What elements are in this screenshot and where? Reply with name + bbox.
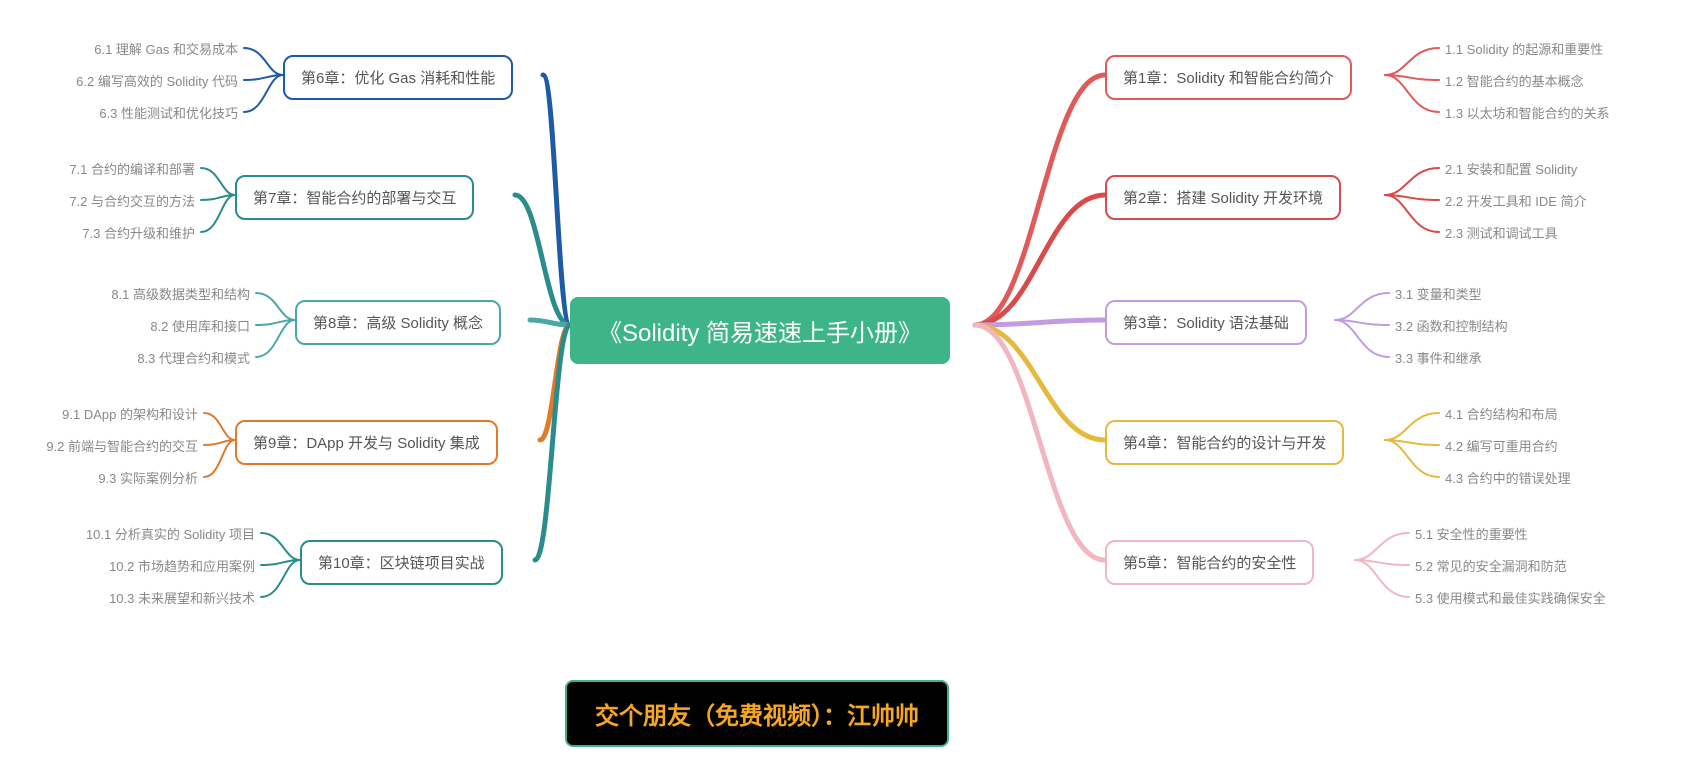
chapter-node-ch1[interactable]: 第1章：Solidity 和智能合约简介 — [1105, 55, 1352, 100]
sub-node-ch9-2[interactable]: 9.2 前端与智能合约的交互 — [38, 436, 198, 455]
chapter-node-ch5[interactable]: 第5章：智能合约的安全性 — [1105, 540, 1314, 585]
chapter-node-ch10[interactable]: 第10章：区块链项目实战 — [300, 540, 503, 585]
sub-node-ch4-3[interactable]: 4.3 合约中的错误处理 — [1445, 468, 1571, 487]
sub-node-ch8-2[interactable]: 8.2 使用库和接口 — [125, 316, 250, 335]
sub-node-ch8-3[interactable]: 8.3 代理合约和模式 — [113, 348, 250, 367]
sub-node-ch6-2[interactable]: 6.2 编写高效的 Solidity 代码 — [40, 71, 238, 90]
chapter-node-ch3[interactable]: 第3章：Solidity 语法基础 — [1105, 300, 1307, 345]
center-node: 《Solidity 简易速速上手小册》 — [570, 297, 950, 364]
chapter-node-ch7[interactable]: 第7章：智能合约的部署与交互 — [235, 175, 474, 220]
sub-node-ch10-1[interactable]: 10.1 分析真实的 Solidity 项目 — [70, 524, 255, 543]
sub-node-ch10-3[interactable]: 10.3 未来展望和新兴技术 — [96, 588, 255, 607]
sub-node-ch6-1[interactable]: 6.1 理解 Gas 和交易成本 — [58, 39, 238, 58]
sub-node-ch1-2[interactable]: 1.2 智能合约的基本概念 — [1445, 71, 1584, 90]
sub-node-ch5-1[interactable]: 5.1 安全性的重要性 — [1415, 524, 1528, 543]
chapter-node-ch8[interactable]: 第8章：高级 Solidity 概念 — [295, 300, 501, 345]
sub-node-ch1-1[interactable]: 1.1 Solidity 的起源和重要性 — [1445, 39, 1603, 58]
sub-node-ch5-2[interactable]: 5.2 常见的安全漏洞和防范 — [1415, 556, 1567, 575]
sub-node-ch8-1[interactable]: 8.1 高级数据类型和结构 — [95, 284, 250, 303]
sub-node-ch9-1[interactable]: 9.1 DApp 的架构和设计 — [48, 404, 198, 423]
sub-node-ch7-1[interactable]: 7.1 合约的编译和部署 — [55, 159, 195, 178]
chapter-node-ch6[interactable]: 第6章：优化 Gas 消耗和性能 — [283, 55, 513, 100]
sub-node-ch4-2[interactable]: 4.2 编写可重用合约 — [1445, 436, 1558, 455]
sub-node-ch7-3[interactable]: 7.3 合约升级和维护 — [68, 223, 195, 242]
sub-node-ch4-1[interactable]: 4.1 合约结构和布局 — [1445, 404, 1558, 423]
chapter-node-ch9[interactable]: 第9章：DApp 开发与 Solidity 集成 — [235, 420, 498, 465]
sub-node-ch3-3[interactable]: 3.3 事件和继承 — [1395, 348, 1482, 367]
sub-node-ch2-2[interactable]: 2.2 开发工具和 IDE 简介 — [1445, 191, 1587, 210]
sub-node-ch3-2[interactable]: 3.2 函数和控制结构 — [1395, 316, 1508, 335]
sub-node-ch10-2[interactable]: 10.2 市场趋势和应用案例 — [96, 556, 255, 575]
chapter-node-ch2[interactable]: 第2章：搭建 Solidity 开发环境 — [1105, 175, 1341, 220]
sub-node-ch2-1[interactable]: 2.1 安装和配置 Solidity — [1445, 159, 1577, 178]
sub-node-ch1-3[interactable]: 1.3 以太坊和智能合约的关系 — [1445, 103, 1610, 122]
banner: 交个朋友（免费视频）：江帅帅 — [565, 680, 949, 747]
sub-node-ch7-2[interactable]: 7.2 与合约交互的方法 — [55, 191, 195, 210]
sub-node-ch2-3[interactable]: 2.3 测试和调试工具 — [1445, 223, 1558, 242]
sub-node-ch6-3[interactable]: 6.3 性能测试和优化技巧 — [85, 103, 238, 122]
sub-node-ch9-3[interactable]: 9.3 实际案例分析 — [90, 468, 198, 487]
sub-node-ch5-3[interactable]: 5.3 使用模式和最佳实践确保安全 — [1415, 588, 1606, 607]
connectors-layer — [0, 0, 1684, 772]
sub-node-ch3-1[interactable]: 3.1 变量和类型 — [1395, 284, 1482, 303]
chapter-node-ch4[interactable]: 第4章：智能合约的设计与开发 — [1105, 420, 1344, 465]
